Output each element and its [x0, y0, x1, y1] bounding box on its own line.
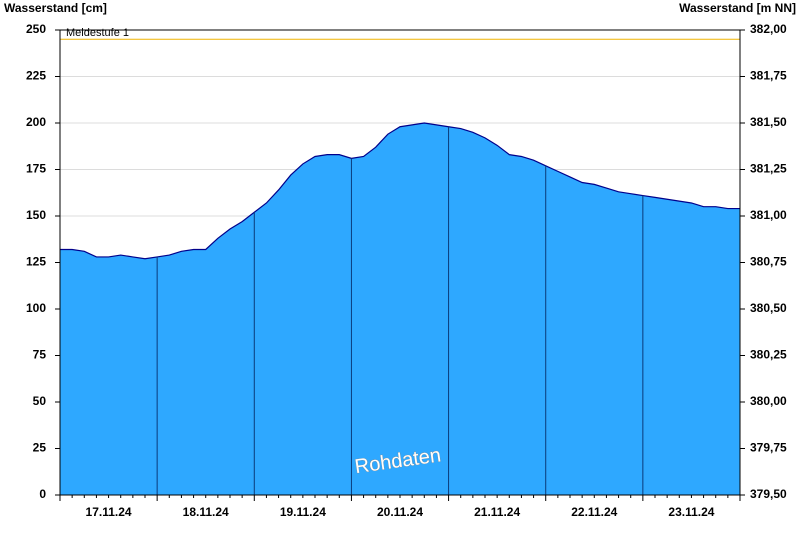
y-tick-label: 150	[26, 208, 46, 222]
y2-tick-label: 381,50	[750, 115, 787, 129]
y2-tick-label: 380,50	[750, 301, 787, 315]
threshold-label: Meldestufe 1	[66, 27, 129, 39]
y-tick-label: 75	[33, 348, 47, 362]
y-tick-label: 250	[26, 22, 46, 36]
y-tick-label: 25	[33, 441, 47, 455]
y-tick-label: 125	[26, 255, 46, 269]
x-tick-label: 22.11.24	[571, 505, 617, 519]
x-tick-label: 23.11.24	[668, 505, 714, 519]
y-axis-label: Wasserstand [cm]	[4, 1, 107, 15]
y-tick-label: 100	[26, 301, 46, 315]
plot-frame	[59, 29, 741, 496]
y-tick-label: 225	[26, 69, 46, 83]
y2-tick-label: 381,25	[750, 162, 787, 176]
y-tick-label: 0	[39, 487, 46, 501]
x-tick-label: 19.11.24	[280, 505, 326, 519]
y-tick-label: 175	[26, 162, 46, 176]
y2-tick-label: 381,00	[750, 208, 787, 222]
x-tick-label: 21.11.24	[474, 505, 520, 519]
area	[60, 123, 740, 495]
y2-tick-label: 380,25	[750, 348, 787, 362]
x-tick-label: 18.11.24	[183, 505, 229, 519]
y-tick-label: 200	[26, 115, 46, 129]
y2-tick-label: 379,75	[750, 441, 787, 455]
y2-tick-label: 380,75	[750, 255, 787, 269]
y-tick-label: 50	[33, 394, 47, 408]
y2-tick-label: 382,00	[750, 22, 787, 36]
y2-tick-label: 379,50	[750, 487, 787, 501]
y2-tick-label: 381,75	[750, 69, 787, 83]
x-tick-label: 20.11.24	[377, 505, 423, 519]
y2-axis-label: Wasserstand [m NN]	[679, 1, 796, 15]
x-tick-label: 17.11.24	[86, 505, 132, 519]
y2-tick-label: 380,00	[750, 394, 787, 408]
line	[60, 122, 740, 260]
